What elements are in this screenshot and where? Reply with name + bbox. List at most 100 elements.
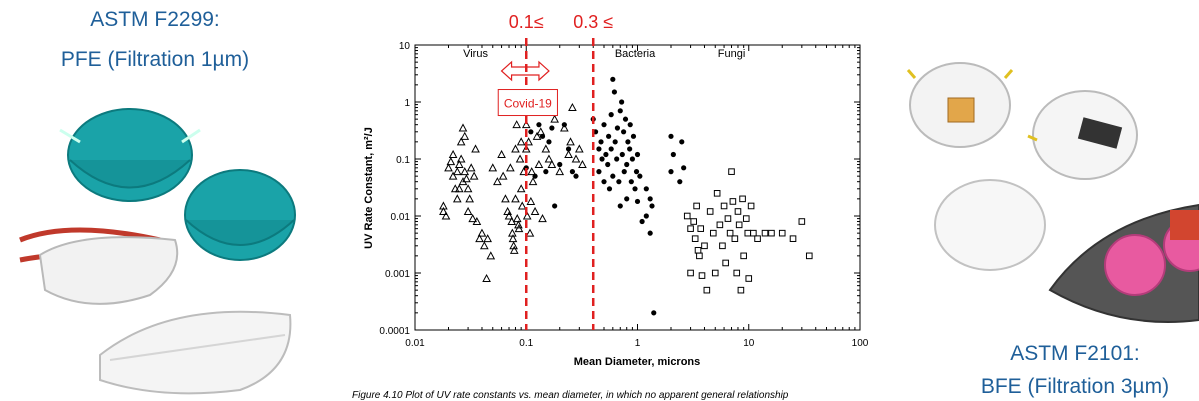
fungi-point: [747, 202, 755, 210]
virus-point: [462, 174, 471, 183]
fungi-point: [744, 229, 752, 237]
bacteria-point: [546, 139, 552, 145]
virus-point: [465, 194, 475, 203]
left-measure-title: PFE (Filtration 1µm): [60, 48, 250, 71]
bacteria-point: [681, 165, 687, 171]
fungi-point: [683, 212, 691, 220]
bacteria-point: [611, 89, 618, 95]
fungi-point: [711, 269, 719, 277]
bacteria-point: [639, 218, 645, 225]
bacteria-point: [633, 169, 640, 175]
virus-point: [521, 120, 531, 129]
virus-point: [439, 206, 448, 215]
bacteria-point: [630, 133, 637, 139]
virus-point: [471, 144, 480, 153]
region-label: Fungi: [718, 48, 746, 60]
region-label: Virus: [463, 48, 488, 60]
fungi-point: [713, 190, 721, 197]
x-tick-label: 0.01: [405, 338, 425, 349]
bacteria-point: [614, 125, 621, 131]
threshold-label: 0.3 ≤: [573, 12, 613, 32]
uv-rate-chart: 0.01 0.1 1 10 100 0.0001 0.001 0.01 0.1 1 10 Virus B…: [352, 12, 869, 401]
virus-point: [538, 214, 547, 223]
bacteria-point: [647, 230, 653, 236]
virus-point: [511, 194, 520, 203]
chart-axes: 0.01 0.1 1 10 100 0.0001 0.001 0.01 0.1 1 10 Virus B…: [379, 41, 868, 349]
virus-point: [514, 224, 524, 233]
bacteria-point: [670, 151, 676, 158]
covid-annotation-label: Covid-19: [504, 97, 552, 111]
bacteria-point: [606, 133, 612, 139]
virus-point: [475, 234, 484, 243]
region-label: Bacteria: [615, 48, 656, 60]
bacteria-point: [617, 203, 623, 209]
virus-point: [509, 245, 519, 254]
fungi-point: [703, 286, 711, 294]
fungi-point: [745, 275, 753, 282]
virus-point: [550, 114, 559, 123]
virus-point: [508, 234, 518, 243]
bacteria-point: [621, 169, 627, 175]
virus-point: [524, 137, 533, 146]
x-axis-label: Mean Diameter, microns: [574, 356, 701, 368]
virus-point: [452, 194, 462, 203]
x-tick-label: 1: [635, 338, 641, 349]
virus-point: [541, 144, 551, 153]
virus-point: [522, 211, 532, 220]
fungi-point: [720, 202, 728, 210]
virus-point: [454, 184, 464, 193]
fungi-point: [735, 221, 743, 229]
bacteria-point: [625, 139, 631, 145]
bacteria-point: [617, 108, 623, 114]
virus-point: [486, 251, 496, 260]
y-axis-label: UV Rate Constant, m²/J: [363, 127, 375, 249]
virus-point: [448, 171, 458, 180]
bacteria-point: [627, 146, 633, 152]
bacteria-point: [649, 203, 655, 209]
fungi-point: [709, 229, 717, 237]
fungi-point: [690, 218, 697, 225]
virus-point: [456, 137, 466, 146]
x-tick-label: 100: [852, 338, 869, 349]
bacteria-point: [610, 76, 616, 82]
virus-point: [566, 137, 575, 146]
virus-point: [514, 220, 523, 229]
bacteria-point: [543, 169, 549, 175]
bacteria-point: [643, 186, 649, 192]
bacteria-point: [601, 179, 607, 185]
virus-point: [460, 167, 470, 176]
virus-point: [511, 144, 520, 153]
virus-point: [482, 273, 491, 283]
fungi-point: [697, 225, 705, 232]
fungi-point: [691, 235, 699, 242]
bacteria-point: [557, 161, 563, 168]
virus-point: [574, 144, 584, 153]
bacteria-point: [632, 186, 638, 192]
virus-point: [458, 123, 468, 132]
fungi-point: [694, 247, 702, 254]
bacteria-point: [552, 203, 558, 209]
virus-point: [527, 167, 537, 176]
data-points: [439, 76, 813, 316]
bacteria-point: [532, 173, 538, 179]
bacteria-point: [647, 196, 653, 202]
fungi-point: [805, 252, 813, 260]
bacteria-point: [596, 146, 602, 152]
virus-point: [555, 167, 565, 176]
fungi-point: [716, 221, 724, 229]
fungi-point: [734, 208, 742, 215]
fungi-point: [789, 235, 797, 242]
fungi-point: [768, 229, 775, 237]
virus-point: [508, 228, 517, 237]
bacteria-point: [596, 169, 602, 175]
virus-point: [571, 154, 581, 163]
bacteria-point: [621, 129, 627, 135]
fungi-point: [754, 235, 761, 242]
bacteria-point: [651, 310, 657, 316]
bacteria-point: [539, 133, 546, 139]
virus-point: [516, 137, 526, 146]
bacteria-point: [603, 151, 609, 158]
virus-point: [534, 159, 544, 169]
virus-point: [544, 154, 554, 163]
virus-point: [439, 201, 448, 210]
